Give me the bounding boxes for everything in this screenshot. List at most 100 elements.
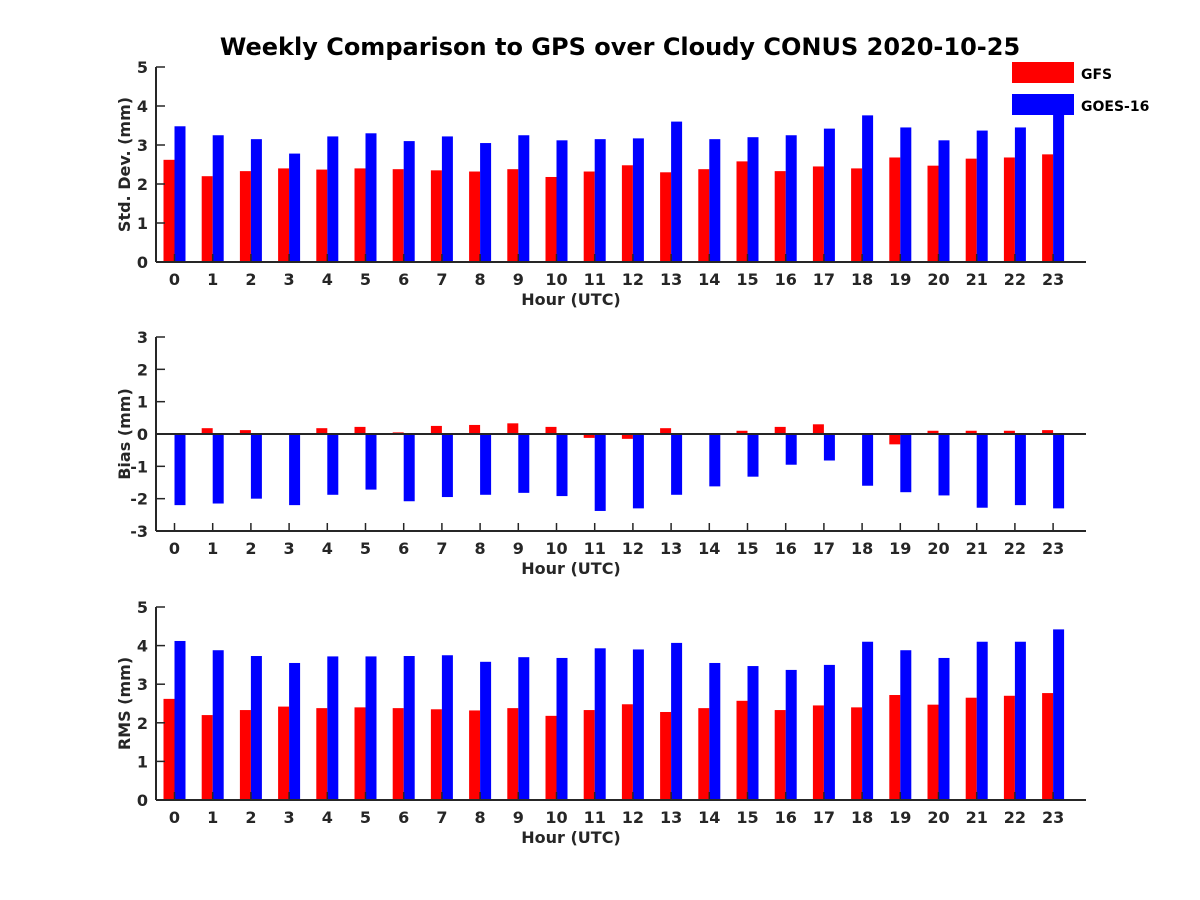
y-axis-label: Bias (mm) bbox=[115, 388, 134, 480]
bar-gfs-hour-11 bbox=[583, 710, 595, 800]
x-tick-label: 23 bbox=[1042, 270, 1064, 289]
x-tick-label: 19 bbox=[889, 539, 911, 558]
x-tick-label: 17 bbox=[813, 539, 835, 558]
bar-goes16-hour-17 bbox=[823, 128, 835, 262]
bar-goes16-hour-23 bbox=[1053, 434, 1065, 509]
y-tick-label: 0 bbox=[137, 791, 148, 810]
bar-gfs-hour-6 bbox=[392, 708, 404, 800]
x-tick-label: 10 bbox=[545, 808, 567, 827]
x-tick-label: 22 bbox=[1004, 539, 1026, 558]
x-tick-label: 12 bbox=[622, 808, 644, 827]
x-tick-label: 16 bbox=[775, 270, 797, 289]
bar-goes16-hour-16 bbox=[785, 434, 797, 465]
bar-gfs-hour-13 bbox=[660, 172, 672, 262]
bar-goes16-hour-6 bbox=[403, 434, 415, 502]
bar-gfs-hour-8 bbox=[469, 710, 481, 800]
x-tick-label: 14 bbox=[698, 539, 720, 558]
bar-gfs-hour-17 bbox=[812, 705, 824, 800]
x-tick-label: 23 bbox=[1042, 808, 1064, 827]
bar-gfs-hour-23 bbox=[1042, 154, 1054, 262]
x-tick-label: 5 bbox=[360, 270, 371, 289]
x-tick-label: 18 bbox=[851, 270, 873, 289]
legend: GFS GOES-16 bbox=[1012, 62, 1149, 115]
y-tick-label: 0 bbox=[137, 425, 148, 444]
bar-goes16-hour-5 bbox=[365, 656, 377, 800]
bar-goes16-hour-1 bbox=[212, 135, 224, 262]
bar-goes16-hour-18 bbox=[862, 434, 874, 486]
bar-goes16-hour-16 bbox=[785, 135, 797, 262]
bar-gfs-hour-22 bbox=[1003, 430, 1015, 434]
legend-swatch-gfs bbox=[1012, 62, 1074, 83]
x-tick-label: 14 bbox=[698, 808, 720, 827]
bar-gfs-hour-16 bbox=[774, 426, 786, 434]
bar-gfs-hour-3 bbox=[278, 706, 290, 800]
bar-gfs-hour-20 bbox=[927, 430, 939, 434]
legend-label-gfs: GFS bbox=[1081, 67, 1112, 83]
bar-goes16-hour-21 bbox=[976, 434, 988, 508]
bar-gfs-hour-22 bbox=[1003, 695, 1015, 800]
bar-gfs-hour-11 bbox=[583, 434, 595, 438]
bar-gfs-hour-5 bbox=[354, 707, 366, 800]
y-tick-label: -2 bbox=[130, 490, 148, 509]
bar-gfs-hour-23 bbox=[1042, 693, 1054, 800]
bar-goes16-hour-8 bbox=[480, 434, 492, 495]
bar-gfs-hour-10 bbox=[545, 426, 557, 434]
bar-goes16-hour-20 bbox=[938, 657, 950, 800]
bar-goes16-hour-13 bbox=[671, 642, 683, 800]
bar-goes16-hour-15 bbox=[747, 434, 759, 477]
x-tick-label: 12 bbox=[622, 539, 644, 558]
x-tick-label: 6 bbox=[398, 539, 409, 558]
x-tick-label: 20 bbox=[927, 270, 949, 289]
x-tick-label: 10 bbox=[545, 270, 567, 289]
bar-goes16-hour-7 bbox=[441, 434, 453, 498]
bar-goes16-hour-13 bbox=[671, 121, 683, 262]
x-tick-label: 7 bbox=[436, 808, 447, 827]
bar-gfs-hour-8 bbox=[469, 171, 481, 262]
bar-gfs-hour-19 bbox=[889, 695, 901, 800]
bar-goes16-hour-14 bbox=[709, 139, 721, 262]
bar-goes16-hour-11 bbox=[594, 434, 606, 511]
bar-goes16-hour-14 bbox=[709, 434, 721, 487]
x-tick-label: 1 bbox=[207, 539, 218, 558]
x-tick-label: 18 bbox=[851, 539, 873, 558]
bar-gfs-hour-12 bbox=[621, 434, 633, 439]
bar-gfs-hour-21 bbox=[965, 158, 977, 262]
x-tick-label: 1 bbox=[207, 270, 218, 289]
x-tick-label: 8 bbox=[475, 808, 486, 827]
x-tick-label: 4 bbox=[322, 539, 333, 558]
bar-goes16-hour-8 bbox=[480, 143, 492, 262]
bar-goes16-hour-12 bbox=[632, 434, 644, 509]
bar-goes16-hour-14 bbox=[709, 662, 721, 800]
bar-goes16-hour-12 bbox=[632, 138, 644, 262]
bar-goes16-hour-8 bbox=[480, 661, 492, 800]
x-axis-label: Hour (UTC) bbox=[521, 559, 621, 578]
bar-goes16-hour-6 bbox=[403, 656, 415, 800]
x-tick-label: 11 bbox=[584, 539, 606, 558]
x-tick-label: 4 bbox=[322, 270, 333, 289]
x-tick-label: 8 bbox=[475, 539, 486, 558]
x-tick-label: 23 bbox=[1042, 539, 1064, 558]
bar-goes16-hour-19 bbox=[900, 650, 912, 800]
y-tick-label: 0 bbox=[137, 253, 148, 272]
bar-gfs-hour-18 bbox=[851, 707, 863, 800]
bar-goes16-hour-5 bbox=[365, 434, 377, 490]
y-tick-label: 4 bbox=[137, 637, 148, 656]
y-tick-label: -3 bbox=[130, 522, 148, 541]
bar-goes16-hour-3 bbox=[289, 434, 301, 506]
x-tick-label: 0 bbox=[169, 270, 180, 289]
x-tick-label: 4 bbox=[322, 808, 333, 827]
bar-goes16-hour-3 bbox=[289, 662, 301, 800]
x-tick-label: 12 bbox=[622, 270, 644, 289]
bar-goes16-hour-16 bbox=[785, 669, 797, 800]
bar-goes16-hour-10 bbox=[556, 140, 568, 262]
x-tick-label: 15 bbox=[736, 539, 758, 558]
x-tick-label: 22 bbox=[1004, 808, 1026, 827]
bar-gfs-hour-16 bbox=[774, 171, 786, 262]
x-tick-label: 21 bbox=[966, 539, 988, 558]
bar-goes16-hour-4 bbox=[327, 434, 339, 495]
bar-goes16-hour-0 bbox=[174, 126, 186, 262]
y-tick-label: 5 bbox=[137, 58, 148, 77]
x-tick-label: 18 bbox=[851, 808, 873, 827]
